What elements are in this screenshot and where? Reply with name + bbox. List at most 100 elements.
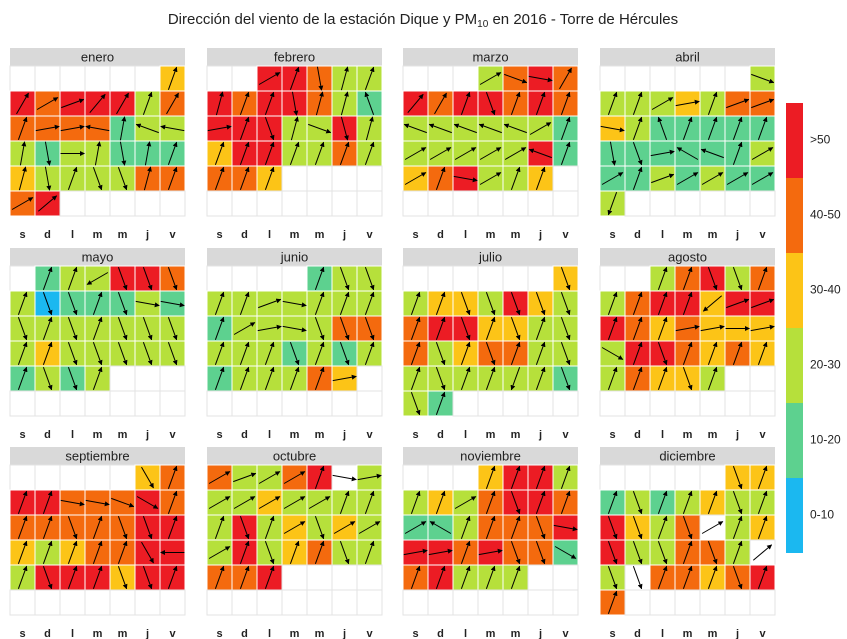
wind-arrow	[67, 540, 78, 564]
weekday-label: m	[290, 229, 300, 241]
empty-cell	[624, 190, 651, 217]
wind-arrow	[460, 91, 471, 115]
empty-cell	[356, 390, 383, 417]
wind-arrow	[657, 116, 668, 140]
empty-cell	[427, 589, 454, 616]
wind-arrow	[559, 67, 572, 90]
wind-arrow	[42, 292, 53, 316]
wind-arrow	[504, 147, 527, 160]
wind-arrow	[510, 541, 521, 565]
wind-arrow	[214, 366, 225, 390]
wind-arrow	[92, 167, 103, 191]
wind-arrow	[479, 147, 502, 160]
empty-cell	[206, 65, 233, 92]
wind-arrow	[528, 148, 552, 159]
wind-arrow	[632, 491, 643, 515]
wind-arrow	[632, 566, 643, 590]
empty-cell	[502, 190, 529, 217]
empty-cell	[356, 365, 383, 392]
title-part: Dirección del viento de la estación Diqu…	[168, 11, 477, 28]
wind-arrow	[233, 322, 256, 335]
legend-swatch	[786, 178, 803, 253]
wind-arrow	[42, 566, 53, 590]
empty-cell	[502, 390, 529, 417]
empty-cell	[356, 564, 383, 591]
empty-cell	[552, 589, 579, 616]
weekday-label: l	[661, 628, 664, 639]
wind-arrow	[258, 298, 282, 309]
wind-arrow	[460, 366, 471, 390]
panel-strip	[207, 48, 382, 66]
wind-arrow	[560, 267, 571, 291]
wind-arrow	[510, 341, 521, 365]
wind-arrow	[17, 515, 28, 539]
wind-arrow	[632, 291, 643, 315]
wind-arrow	[435, 316, 446, 340]
weekday-label: d	[634, 429, 641, 441]
empty-cell	[281, 564, 308, 591]
wind-arrow	[535, 366, 546, 390]
wind-arrow	[239, 341, 250, 365]
empty-cell	[674, 390, 701, 417]
weekday-label: d	[44, 628, 51, 639]
wind-arrow	[364, 141, 375, 165]
wind-arrow	[732, 491, 743, 515]
empty-cell	[84, 190, 111, 217]
wind-arrow	[757, 116, 768, 140]
wind-arrow	[239, 540, 250, 564]
weekday-label: j	[735, 229, 739, 241]
wind-arrow	[601, 172, 624, 185]
empty-cell	[256, 390, 283, 417]
wind-arrow	[44, 141, 52, 166]
weekday-label: m	[315, 229, 325, 241]
wind-arrow	[364, 267, 375, 291]
empty-cell	[134, 190, 161, 217]
wind-arrow	[60, 499, 85, 507]
empty-cell	[9, 265, 36, 292]
wind-arrow	[308, 496, 331, 509]
empty-cell	[331, 190, 358, 217]
wind-arrow	[264, 341, 275, 365]
wind-arrow	[233, 472, 257, 483]
wind-arrow	[700, 148, 724, 159]
wind-arrow	[682, 116, 693, 140]
wind-arrow	[478, 123, 502, 134]
wind-arrow	[460, 292, 471, 316]
wind-arrow	[732, 341, 743, 365]
panel-strip	[403, 48, 578, 66]
empty-cell	[649, 589, 676, 616]
empty-cell	[699, 589, 726, 616]
empty-cell	[134, 589, 161, 616]
empty-cell	[134, 365, 161, 392]
day-cell	[699, 564, 726, 591]
wind-arrow	[283, 521, 306, 534]
wind-arrow	[239, 141, 250, 165]
wind-arrow	[632, 366, 643, 390]
wind-arrow	[751, 298, 775, 309]
wind-arrow	[167, 66, 178, 90]
empty-cell	[9, 464, 36, 491]
wind-arrow	[332, 474, 357, 482]
wind-arrow	[117, 540, 128, 564]
empty-cell	[109, 190, 136, 217]
wind-arrow	[682, 516, 693, 540]
legend-label: 0-10	[810, 508, 834, 522]
weekday-label: v	[759, 229, 766, 241]
wind-arrow	[560, 465, 571, 489]
weekday-label: j	[735, 429, 739, 441]
wind-arrow	[485, 342, 496, 366]
weekday-label: m	[511, 229, 521, 241]
wind-arrow	[67, 166, 78, 190]
day-cell	[477, 140, 504, 167]
wind-arrow	[60, 124, 85, 132]
empty-cell	[452, 589, 479, 616]
wind-arrow	[85, 124, 110, 132]
wind-arrow	[167, 465, 178, 489]
empty-cell	[599, 464, 626, 491]
wind-arrow	[42, 367, 53, 391]
empty-cell	[724, 365, 751, 392]
wind-arrow	[560, 367, 571, 391]
empty-cell	[402, 265, 429, 292]
wind-arrow	[460, 565, 471, 589]
empty-cell	[109, 365, 136, 392]
